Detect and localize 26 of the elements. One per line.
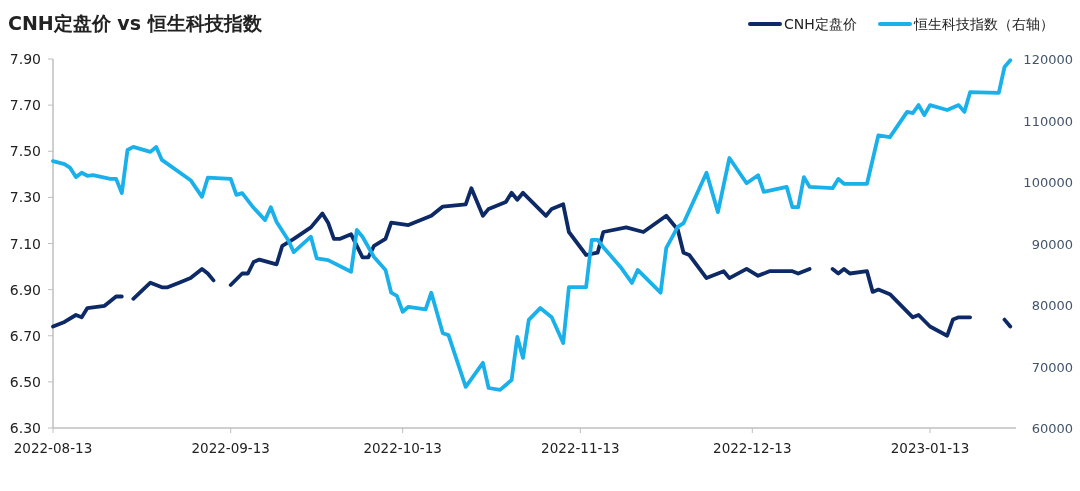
y-tick-label: 7.70 — [9, 97, 41, 114]
y2-tick-label: 60000 — [1031, 421, 1073, 436]
y2-tick-label: 70000 — [1031, 359, 1073, 375]
y2-tick-label: 110000 — [1023, 113, 1073, 129]
y-tick-label: 6.50 — [9, 373, 41, 390]
x-tick-label: 2022-10-13 — [363, 440, 442, 456]
y-tick-label: 7.90 — [9, 51, 41, 67]
y2-tick-label: 80000 — [1031, 298, 1073, 313]
y-tick-label: 6.30 — [9, 420, 41, 436]
legend-label: CNH定盘价 — [784, 16, 857, 32]
x-tick-label: 2022-08-13 — [13, 440, 93, 456]
y2-tick-label: 90000 — [1031, 236, 1073, 252]
y-tick-label: 6.90 — [9, 281, 41, 298]
legend-label: 恒生科技指数（右轴） — [913, 16, 1054, 32]
x-tick-label: 2023-01-13 — [890, 440, 970, 456]
y2-tick-label: 100000 — [1023, 175, 1073, 190]
x-tick-label: 2022-09-13 — [191, 440, 270, 456]
y-tick-label: 6.70 — [9, 327, 41, 344]
y-tick-label: 7.10 — [9, 235, 41, 252]
x-tick-label: 2022-12-13 — [713, 440, 792, 456]
y-tick-label: 7.30 — [9, 189, 41, 206]
y2-tick-label: 120000 — [1023, 52, 1073, 67]
x-tick-label: 2022-11-13 — [541, 440, 620, 456]
y-tick-label: 7.50 — [9, 143, 41, 160]
line-series — [51, 58, 1013, 392]
chart-title: CNH定盘价 vs 恒生科技指数 — [8, 12, 263, 34]
